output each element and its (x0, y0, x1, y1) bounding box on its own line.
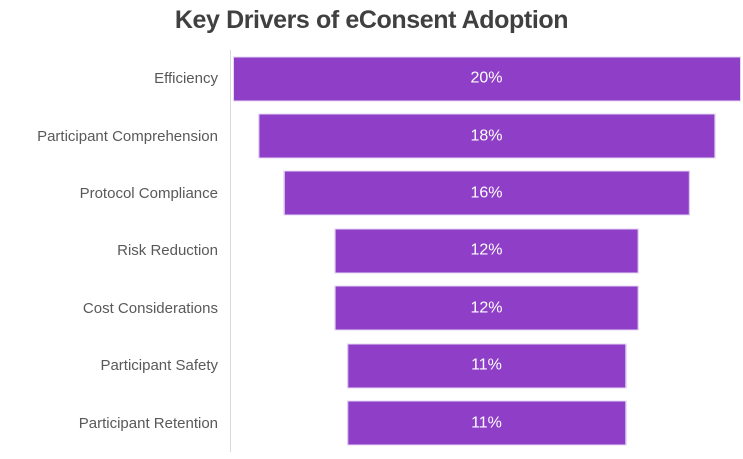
bar-track: 11% (230, 337, 743, 394)
category-label: Risk Reduction (117, 242, 218, 260)
bar-track: 20% (230, 50, 743, 107)
bar-data-label: 12% (470, 299, 503, 317)
funnel-row: Risk Reduction 12% (0, 222, 743, 279)
funnel-row: Efficiency 20% (0, 50, 743, 107)
bar-data-label: 16% (470, 184, 503, 202)
funnel-row: Participant Safety 11% (0, 337, 743, 394)
category-axis-line (230, 50, 231, 452)
bar-track: 18% (230, 107, 743, 164)
category-label: Participant Safety (100, 357, 218, 375)
funnel-bar: 18% (257, 113, 716, 159)
funnel-row: Protocol Compliance 16% (0, 165, 743, 222)
category-label: Protocol Compliance (79, 184, 218, 202)
bar-track: 11% (230, 394, 743, 451)
funnel-bar: 16% (283, 170, 690, 216)
bar-track: 16% (230, 165, 743, 222)
bar-data-label: 12% (470, 241, 503, 259)
bar-data-label: 11% (471, 356, 502, 374)
category-label: Participant Retention (78, 414, 218, 432)
funnel-row: Participant Comprehension 18% (0, 107, 743, 164)
funnel-bar: 11% (346, 343, 627, 389)
chart-title: Key Drivers of eConsent Adoption (174, 6, 569, 34)
plot-area: Efficiency 20% Participant Comprehension 18… (0, 50, 743, 452)
funnel-bar: 12% (334, 285, 639, 331)
bar-track: 12% (230, 222, 743, 279)
bar-track: 12% (230, 280, 743, 337)
funnel-row: Cost Considerations 12% (0, 280, 743, 337)
category-label: Participant Comprehension (37, 127, 218, 145)
funnel-rows: Efficiency 20% Participant Comprehension 18… (0, 50, 743, 452)
funnel-row: Participant Retention 11% (0, 394, 743, 451)
funnel-bar: 20% (232, 56, 741, 102)
category-label: Efficiency (154, 70, 218, 88)
funnel-bar: 12% (334, 228, 639, 274)
category-label: Cost Considerations (82, 299, 218, 317)
funnel-bar: 11% (346, 400, 627, 446)
bar-data-label: 20% (470, 69, 503, 87)
bar-data-label: 18% (470, 127, 503, 145)
bar-data-label: 11% (471, 414, 502, 432)
